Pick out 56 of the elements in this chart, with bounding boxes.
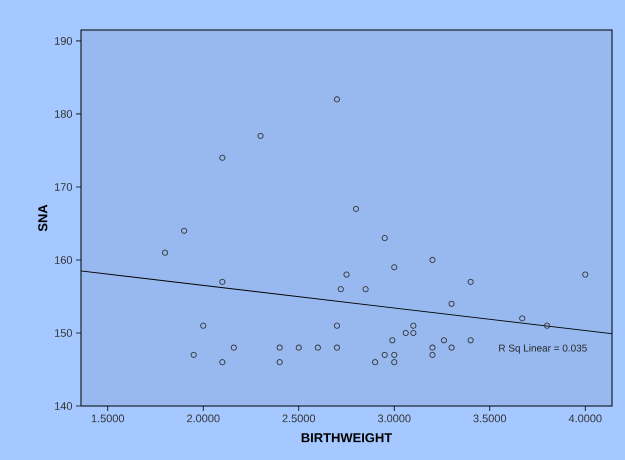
point xyxy=(382,352,388,358)
point xyxy=(402,330,409,336)
point xyxy=(219,154,226,161)
point xyxy=(372,359,378,366)
point xyxy=(410,322,416,329)
y-tick-label: 140 xyxy=(55,402,72,410)
point xyxy=(582,272,588,278)
x-tick-label: 2.0000 xyxy=(187,414,220,422)
point xyxy=(162,250,168,256)
y-tick-label: 150 xyxy=(55,329,72,337)
y-tick-label: 190 xyxy=(55,37,72,45)
point xyxy=(391,264,398,270)
point xyxy=(429,256,436,264)
point xyxy=(448,300,455,307)
point xyxy=(230,344,237,351)
point xyxy=(440,337,447,344)
point xyxy=(410,330,416,336)
x-axis-title: BIRTHWEIGHT xyxy=(302,433,392,442)
point xyxy=(219,278,226,285)
point xyxy=(219,359,226,366)
point xyxy=(200,322,206,329)
point xyxy=(429,352,436,358)
x-tick-label: 2.5000 xyxy=(282,414,316,422)
point xyxy=(429,344,436,351)
point xyxy=(391,352,398,358)
point xyxy=(276,359,283,366)
point xyxy=(276,344,283,351)
point xyxy=(362,286,369,292)
point xyxy=(334,322,340,329)
point xyxy=(343,272,350,278)
point xyxy=(382,235,388,242)
x-tick-label: 4.0000 xyxy=(568,414,602,422)
point xyxy=(353,206,360,212)
point xyxy=(338,286,344,292)
x-tick-label: 3.5000 xyxy=(473,414,506,422)
point xyxy=(296,344,302,351)
point xyxy=(391,359,398,366)
point xyxy=(519,315,526,322)
point xyxy=(334,96,340,102)
point xyxy=(258,132,264,139)
point xyxy=(468,337,474,344)
point xyxy=(544,322,550,329)
y-axis-title: SNA xyxy=(38,204,48,232)
x-tick-label: 1.5000 xyxy=(92,414,124,422)
y-tick-label: 180 xyxy=(55,110,72,118)
point xyxy=(389,337,396,344)
point xyxy=(181,228,188,234)
point xyxy=(314,344,321,351)
x-tick-label: 3.0000 xyxy=(378,414,411,422)
point xyxy=(468,278,474,285)
y-tick-label: 160 xyxy=(55,256,72,264)
y-tick-label: 170 xyxy=(55,183,72,191)
point xyxy=(334,344,340,351)
point xyxy=(190,352,197,358)
point xyxy=(448,344,455,351)
annotation: R Sq Linear = 0.035 xyxy=(499,344,587,354)
